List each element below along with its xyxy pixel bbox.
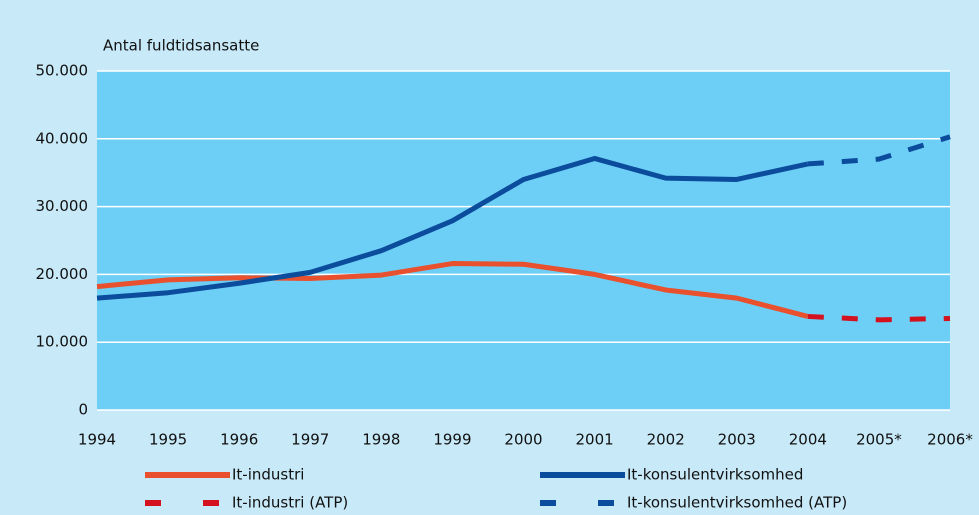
legend-label: It-industri (ATP) (232, 494, 348, 512)
y-tick-label: 20.000 (36, 265, 89, 283)
y-tick-label: 0 (78, 401, 88, 419)
x-tick-label: 2006* (927, 431, 973, 449)
y-tick-label: 40.000 (36, 129, 89, 147)
legend-label: It-konsulentvirksomhed (ATP) (627, 494, 847, 512)
legend-label: It-konsulentvirksomhed (627, 466, 803, 484)
y-tick-label: 30.000 (36, 197, 89, 215)
y-axis-label: Antal fuldtidsansatte (103, 37, 259, 55)
x-tick-label: 2004 (789, 431, 827, 449)
x-tick-label: 2002 (647, 431, 685, 449)
y-tick-label: 10.000 (36, 333, 89, 351)
series-line (807, 134, 951, 167)
x-tick-label: 1999 (433, 431, 471, 449)
legend-label: It-industri (232, 466, 304, 484)
x-tick-label: 1996 (220, 431, 258, 449)
x-tick-label: 1997 (291, 431, 329, 449)
x-tick-label: 1998 (362, 431, 400, 449)
x-tick-label: 2005* (856, 431, 902, 449)
series-line (807, 313, 951, 323)
series-line (96, 261, 809, 319)
plot-area (97, 71, 950, 410)
x-tick-label: 1995 (149, 431, 187, 449)
x-tick-label: 2000 (504, 431, 542, 449)
y-tick-label: 50.000 (36, 62, 89, 80)
x-tick-label: 1994 (78, 431, 116, 449)
series-line (96, 155, 809, 301)
x-tick-label: 2001 (575, 431, 613, 449)
x-tick-label: 2003 (718, 431, 756, 449)
